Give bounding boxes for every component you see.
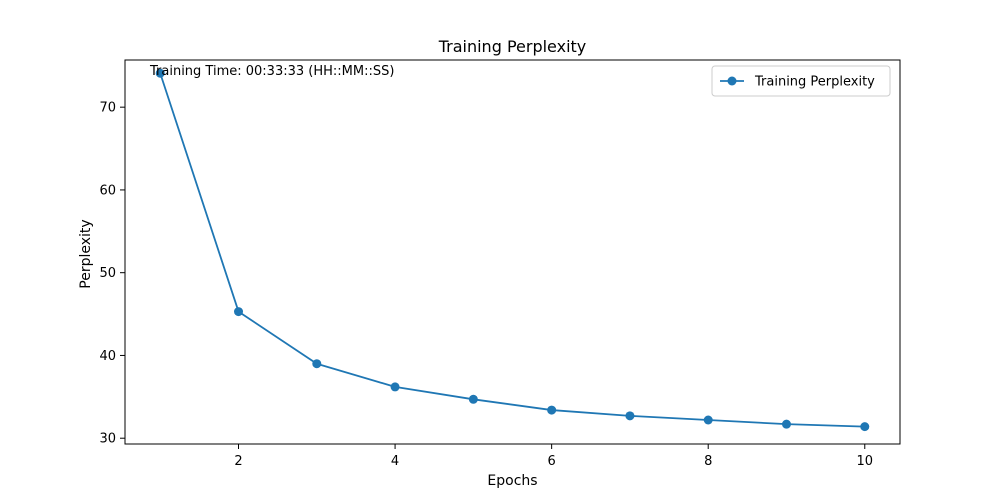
data-point [468, 394, 478, 404]
y-tick-label: 50 [99, 266, 116, 281]
x-tick-label: 4 [391, 454, 399, 469]
x-axis-label: Epochs [487, 473, 537, 489]
x-tick-label: 8 [704, 454, 712, 469]
data-point [312, 359, 322, 369]
plot-area: 2 4 6 8 10 30 40 50 60 70 Training Perplexity [99, 59, 901, 469]
x-tick-label: 6 [548, 454, 556, 469]
legend-box [711, 65, 891, 97]
x-tick-label: 2 [234, 454, 242, 469]
data-point [860, 422, 870, 432]
data-point [625, 411, 635, 421]
chart-title: Training Perplexity [438, 37, 587, 56]
data-point [547, 405, 557, 415]
plot-frame [124, 59, 901, 445]
data-point [234, 307, 244, 317]
y-tick-label: 60 [99, 183, 116, 198]
data-point [155, 68, 165, 78]
y-axis-label: Perplexity [78, 219, 94, 288]
training-time-annotation: Training Time: 00:33:33 (HH::MM::SS) [149, 64, 394, 79]
y-tick-label: 40 [99, 349, 116, 364]
legend-label: Training Perplexity [754, 75, 875, 90]
y-tick-label: 70 [99, 101, 116, 116]
data-point [390, 382, 400, 392]
legend: Training Perplexity [711, 65, 891, 97]
data-point [703, 415, 713, 425]
y-tick-label: 30 [99, 432, 116, 447]
data-point [781, 419, 791, 429]
series-line-0 [159, 72, 865, 428]
x-tick-label: 10 [856, 454, 873, 469]
legend-marker [727, 76, 737, 86]
